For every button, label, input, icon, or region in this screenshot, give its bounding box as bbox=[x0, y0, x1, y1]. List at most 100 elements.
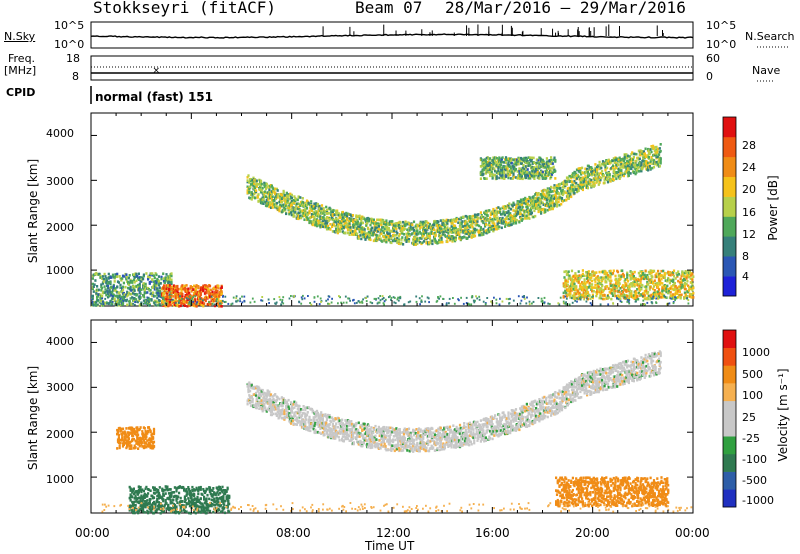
power-echo bbox=[594, 163, 597, 166]
power-echo bbox=[657, 288, 661, 291]
power-echo bbox=[567, 270, 570, 273]
power-echo bbox=[294, 207, 297, 210]
power-echo bbox=[363, 228, 366, 231]
power-echo bbox=[659, 161, 662, 165]
power-echo bbox=[611, 294, 615, 297]
power-echo bbox=[298, 211, 301, 215]
xtick: 20:00 bbox=[575, 526, 610, 540]
power-echo bbox=[284, 208, 287, 211]
power-echo bbox=[140, 288, 143, 291]
power-echo bbox=[321, 219, 324, 223]
power-echo bbox=[216, 289, 219, 293]
velocity-cb-tick: 1000 bbox=[742, 346, 770, 359]
power-echo bbox=[297, 217, 300, 221]
power-echo bbox=[264, 190, 267, 193]
power-echo bbox=[159, 282, 162, 285]
power-echo bbox=[566, 280, 569, 283]
power-echo bbox=[113, 297, 116, 301]
power-echo bbox=[310, 213, 314, 216]
power-echo bbox=[270, 197, 273, 200]
power-echo bbox=[647, 297, 650, 301]
power-echo bbox=[611, 164, 615, 167]
power-echo bbox=[325, 217, 328, 221]
power-echo bbox=[248, 181, 251, 184]
power-echo bbox=[428, 234, 431, 238]
power-echo bbox=[437, 220, 440, 224]
power-echo bbox=[597, 276, 600, 280]
xtick: 00:00 bbox=[675, 526, 710, 540]
power-echo bbox=[610, 279, 613, 282]
power-echo bbox=[177, 287, 180, 291]
power-echo bbox=[598, 270, 601, 274]
power-echo bbox=[422, 240, 426, 243]
power-echo bbox=[387, 238, 390, 242]
power-echo bbox=[401, 236, 404, 239]
power-echo bbox=[310, 208, 313, 211]
velocity-cb-tick: -500 bbox=[742, 474, 767, 487]
power-echo bbox=[341, 213, 344, 216]
power-echo bbox=[204, 299, 207, 303]
power-echo bbox=[539, 205, 542, 209]
power-echo bbox=[633, 270, 636, 274]
power-echo bbox=[517, 162, 520, 166]
power-echo bbox=[647, 156, 650, 159]
power-echo bbox=[133, 289, 136, 292]
power-echo bbox=[691, 282, 694, 286]
power-echo bbox=[351, 214, 355, 217]
power-echo bbox=[138, 284, 141, 288]
power-echo bbox=[101, 294, 104, 298]
power-echo bbox=[315, 202, 318, 205]
power-echo bbox=[301, 209, 304, 212]
power-echo bbox=[107, 272, 110, 276]
power-echo bbox=[113, 280, 116, 283]
power-echo bbox=[549, 188, 552, 191]
power-echo bbox=[91, 294, 94, 298]
power-echo bbox=[322, 223, 325, 226]
power-echo bbox=[600, 166, 603, 170]
power-echo bbox=[620, 169, 623, 172]
power-echo bbox=[521, 205, 524, 209]
power-echo bbox=[692, 296, 695, 299]
power-echo bbox=[256, 196, 259, 199]
power-echo bbox=[325, 216, 329, 219]
power-echo bbox=[650, 150, 653, 154]
power-echo bbox=[268, 190, 271, 194]
power-echo bbox=[626, 279, 630, 283]
power-echo bbox=[288, 212, 291, 216]
power-echo bbox=[683, 297, 686, 300]
power-echo bbox=[249, 183, 253, 186]
power-echo bbox=[653, 279, 656, 282]
power-echo bbox=[144, 282, 147, 286]
power-echo bbox=[460, 222, 463, 226]
power-echo bbox=[276, 205, 279, 209]
power-echo bbox=[132, 278, 135, 282]
power-echo bbox=[101, 275, 105, 278]
power-echo bbox=[269, 203, 272, 207]
power-echo bbox=[299, 204, 302, 208]
power-echo bbox=[285, 193, 288, 197]
power-echo bbox=[251, 192, 254, 196]
power-echo bbox=[614, 289, 617, 293]
power-echo bbox=[282, 191, 285, 194]
power-echo bbox=[295, 204, 298, 208]
power-echo bbox=[528, 217, 531, 220]
power-echo bbox=[325, 208, 329, 212]
power-echo bbox=[301, 200, 304, 204]
power-echo bbox=[116, 275, 119, 278]
power-echo bbox=[253, 192, 256, 196]
power-echo bbox=[316, 202, 319, 206]
power-echo bbox=[612, 269, 615, 273]
power-echo bbox=[640, 287, 643, 291]
power-echo bbox=[298, 202, 301, 206]
power-echo bbox=[96, 285, 99, 288]
power-echo bbox=[207, 288, 210, 291]
power-echo bbox=[292, 198, 295, 202]
power-echo bbox=[588, 294, 591, 297]
power-echo bbox=[507, 176, 510, 180]
power-echo bbox=[598, 160, 601, 164]
power-echo bbox=[259, 190, 263, 194]
power-cb-tick: 24 bbox=[742, 161, 756, 174]
power-echo bbox=[308, 209, 311, 213]
power-echo bbox=[267, 184, 270, 188]
